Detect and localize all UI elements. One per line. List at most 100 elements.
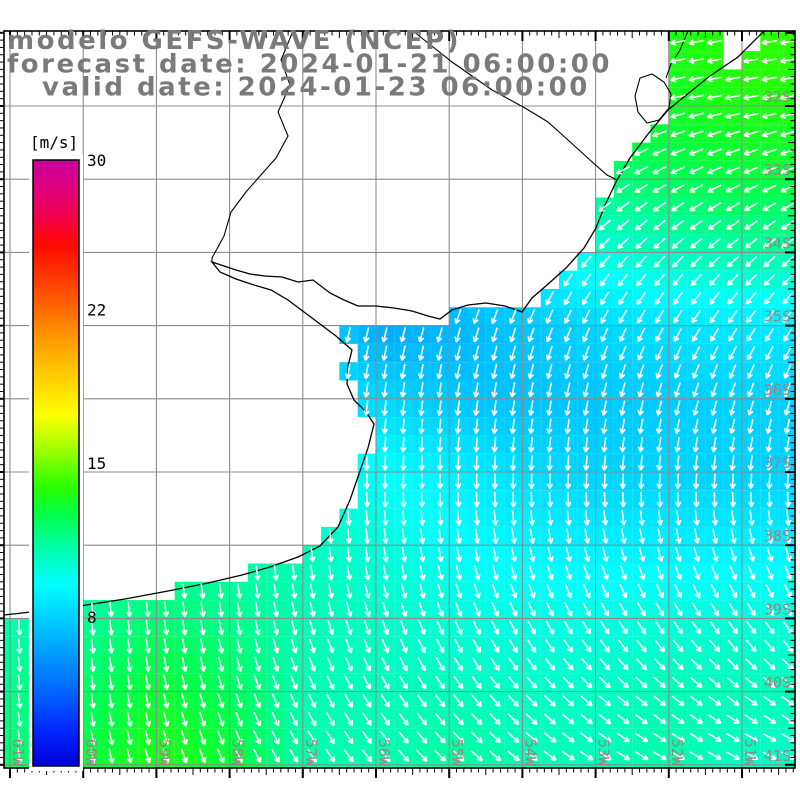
title-block: modelo GEFS-WAVE (NCEP) forecast date: 2… (7, 26, 609, 103)
wave-arrow (616, 732, 630, 743)
wave-arrow (345, 528, 353, 544)
wave-arrow (453, 694, 464, 708)
wave-arrow (710, 364, 719, 379)
wave-arrow (616, 183, 630, 194)
wave-arrow (764, 602, 775, 617)
wave-arrow (652, 183, 667, 193)
wave-arrow (452, 749, 465, 762)
wave-arrow (344, 675, 353, 690)
wave-arrow (363, 382, 370, 398)
wave-arrow (784, 546, 792, 563)
colorbar-tick-label: 30 (87, 151, 106, 170)
lat-label: 33S (764, 161, 791, 179)
sea-cell (229, 764, 248, 768)
wave-arrow (652, 148, 667, 156)
wave-arrow (544, 676, 556, 689)
wave-arrow (710, 345, 719, 361)
wave-arrow (765, 437, 773, 453)
wave-arrow (436, 382, 443, 398)
wave-arrow (308, 656, 317, 672)
wave-arrow (309, 565, 316, 581)
sea-cell (522, 764, 541, 768)
sea-cell (577, 764, 596, 768)
wave-arrow (491, 510, 499, 526)
wave-arrow (564, 583, 573, 599)
wave-arrow (344, 327, 352, 343)
sea-cell (778, 362, 795, 381)
wave-arrow (471, 712, 483, 726)
wave-arrow (779, 94, 796, 101)
wave-arrow (418, 455, 425, 471)
wave-arrow (508, 657, 519, 672)
wave-arrow (525, 694, 538, 707)
wave-arrow (564, 400, 571, 416)
wave-arrow (527, 327, 535, 343)
wave-arrow (619, 436, 626, 453)
wave-arrow (616, 201, 630, 212)
wave-arrow (308, 638, 316, 654)
wave-arrow (506, 750, 520, 762)
wave-arrow (379, 749, 391, 763)
wave-arrow (565, 491, 572, 508)
wave-arrow (582, 382, 589, 398)
wave-arrow (509, 473, 517, 489)
wave-arrow (526, 657, 537, 671)
wave-arrow (747, 565, 756, 581)
wave-arrow (434, 712, 446, 726)
wave-arrow (455, 565, 463, 581)
wave-arrow (672, 291, 684, 305)
wave-arrow (89, 656, 96, 673)
wave-arrow (619, 583, 628, 599)
wave-arrow (707, 714, 722, 725)
wave-arrow (271, 730, 280, 745)
wave-arrow (635, 237, 648, 250)
wave-arrow (744, 714, 759, 724)
wave-arrow (637, 455, 645, 471)
sea-cell (705, 764, 724, 768)
sea-cell (540, 764, 559, 768)
sea-cell (376, 764, 395, 768)
wave-arrow (491, 473, 499, 489)
wave-arrow (690, 255, 703, 268)
wave-arrow (417, 327, 425, 343)
wave-arrow (510, 510, 517, 526)
wave-arrow (126, 638, 133, 654)
wave-arrow (419, 546, 426, 563)
wave-arrow (234, 748, 243, 764)
wave-arrow (454, 327, 462, 343)
wave-arrow (181, 693, 188, 709)
wave-arrow (400, 473, 407, 489)
wave-arrow (653, 237, 666, 250)
wave-arrow (744, 202, 759, 212)
wave-arrow (473, 418, 480, 435)
wave-arrow (725, 148, 741, 156)
wave-arrow (343, 712, 354, 727)
wave-arrow (564, 437, 572, 453)
sea-cell (119, 764, 139, 768)
wave-arrow (656, 510, 664, 526)
wave-arrow (509, 363, 516, 380)
colorbar-tick-label: 22 (87, 301, 106, 320)
wave-arrow (162, 748, 170, 764)
sea-cell (778, 435, 795, 454)
wave-arrow (473, 491, 481, 508)
wave-arrow (454, 455, 462, 471)
wave-arrow (583, 546, 591, 563)
sea-cell (357, 764, 376, 768)
wave-arrow (491, 345, 498, 361)
lat-label: 35S (764, 308, 791, 326)
wave-arrow (618, 309, 628, 324)
wave-arrow (693, 546, 701, 563)
wave-arrow (582, 455, 590, 471)
wave-arrow (762, 751, 777, 760)
wave-arrow (344, 693, 353, 708)
wave-arrow (653, 695, 667, 707)
wave-arrow (746, 621, 757, 635)
wave-arrow (729, 565, 737, 581)
wave-arrow (144, 729, 152, 746)
wave-arrow (126, 693, 133, 709)
wave-arrow (454, 400, 462, 416)
wave-arrow (546, 583, 554, 599)
wave-arrow (472, 400, 480, 416)
wave-arrow (290, 583, 298, 599)
